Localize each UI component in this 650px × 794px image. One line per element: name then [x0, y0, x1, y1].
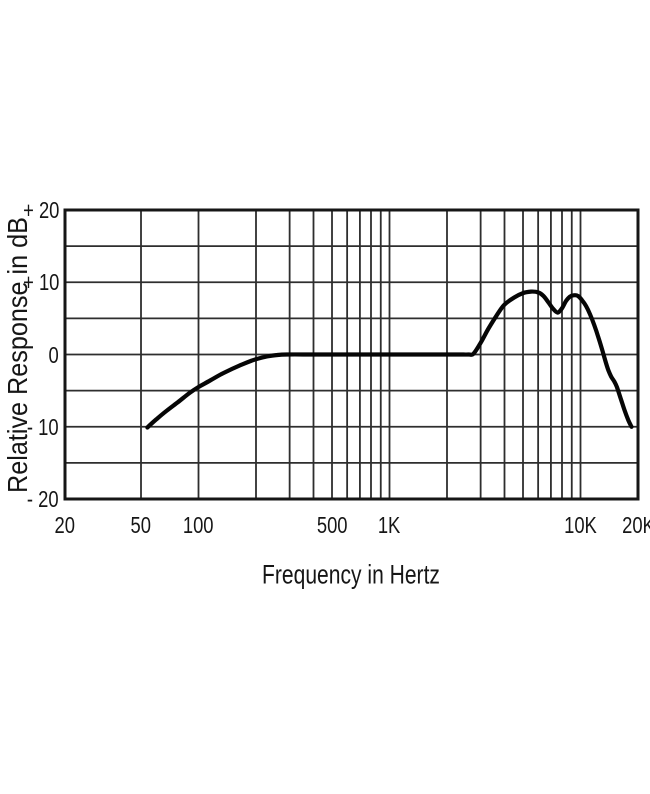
x-tick-text: 100 — [183, 512, 214, 538]
x-tick-text: 10K — [564, 512, 597, 538]
x-tick-label: 20K — [598, 512, 650, 538]
y-tick-label: + 20 — [0, 198, 59, 222]
x-tick-label: 100 — [159, 512, 239, 538]
x-tick-text: 500 — [316, 512, 348, 538]
y-tick-label: 0 — [0, 343, 59, 367]
y-tick-text: + 10 — [22, 269, 59, 296]
y-tick-text: - 10 — [27, 413, 59, 440]
y-tick-text: 0 — [48, 341, 59, 368]
x-axis-title: Frequency in Hertz — [262, 559, 440, 590]
x-tick-text: 20K — [621, 512, 650, 538]
y-tick-label: - 10 — [0, 415, 59, 439]
response-curve — [145, 289, 634, 430]
plot-frame — [63, 208, 640, 501]
x-tick-label: 20 — [25, 512, 105, 538]
y-tick-label: + 10 — [0, 270, 59, 294]
x-tick-text: 50 — [130, 512, 152, 538]
y-tick-label: - 20 — [0, 487, 59, 511]
y-axis-title: Relative Response in dB — [2, 217, 33, 493]
x-tick-text: 1K — [378, 512, 401, 538]
x-tick-label: 500 — [292, 512, 372, 538]
y-tick-text: + 20 — [22, 197, 59, 223]
x-tick-label: 1K — [350, 512, 430, 538]
y-tick-text: - 20 — [27, 486, 59, 512]
x-tick-label: 10K — [541, 512, 621, 538]
x-tick-label: 50 — [101, 512, 181, 538]
x-tick-text: 20 — [54, 512, 76, 538]
